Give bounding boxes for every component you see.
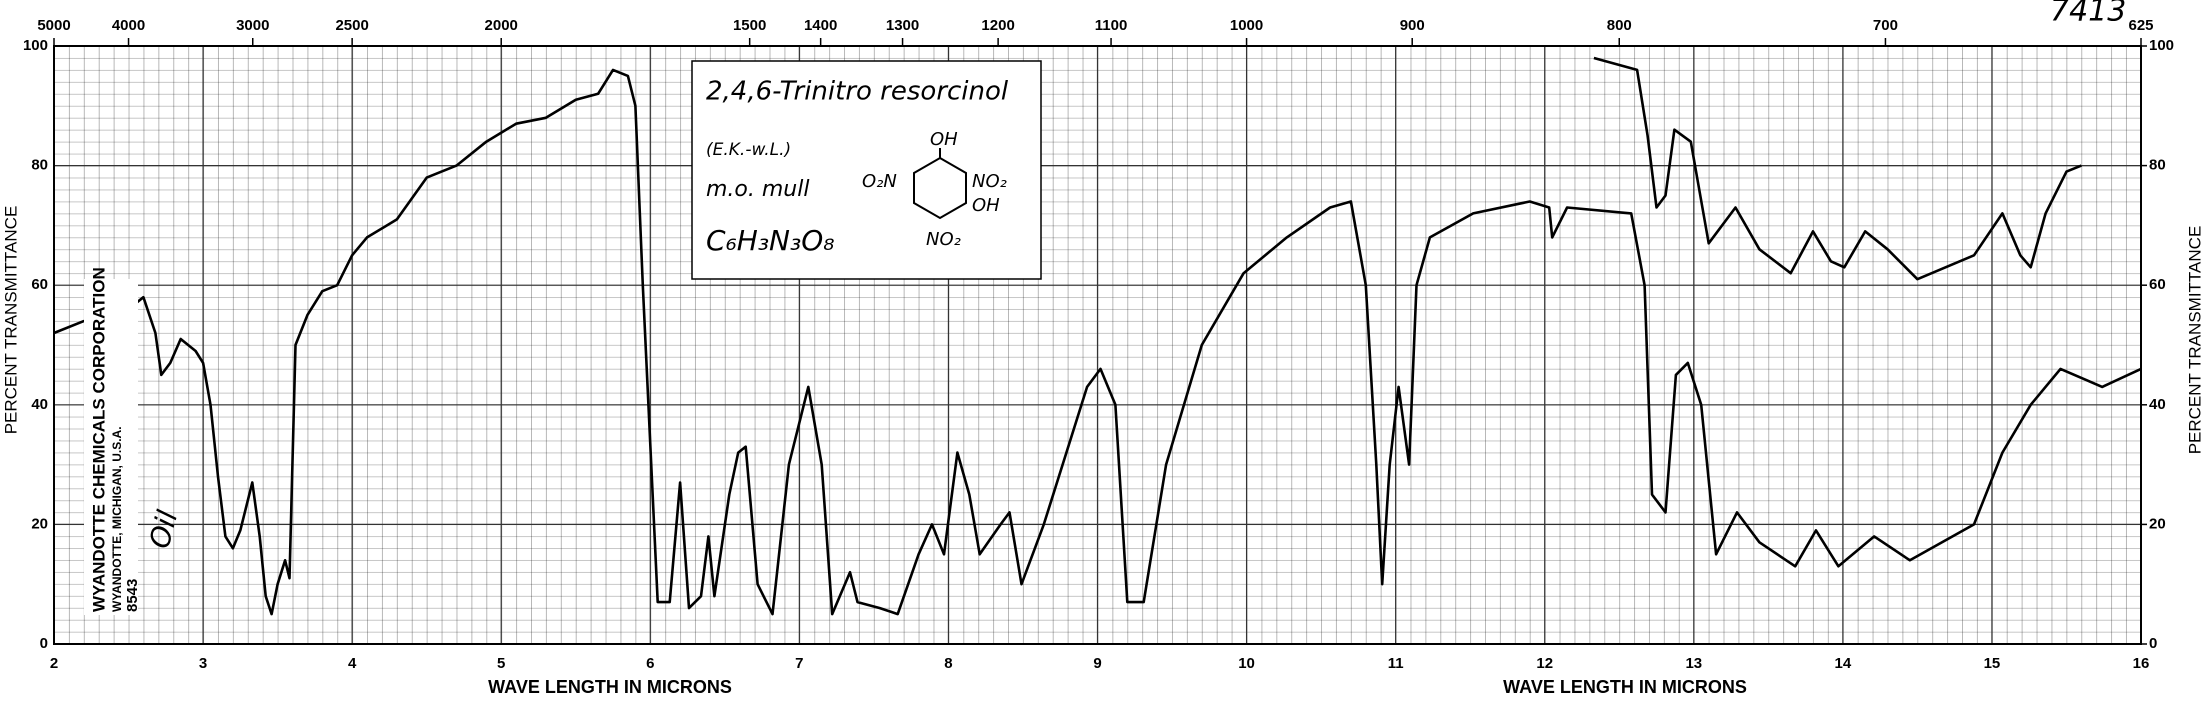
y2-tick-label: 80 [2149,157,2166,174]
substituent: O₂N [862,171,897,192]
y2-axis-label: PERCENT TRANSMITTANCE [2185,226,2204,455]
y2-tick-label: 0 [2149,635,2157,652]
y-tick-label: 40 [31,396,48,413]
substituent: OH [930,129,958,150]
x-tick-label: 16 [2133,655,2150,672]
y-tick-label: 100 [23,37,48,54]
label-box [691,60,1042,280]
x2-tick-label: 4000 [112,17,145,34]
spectrum-line [53,68,2142,616]
x-tick-label: 4 [348,655,357,672]
x-tick-label: 5 [497,655,505,672]
maker-address: WYANDOTTE, MICHIGAN, U.S.A. [110,426,124,612]
source: (E.K.-w.L.) [706,140,791,160]
x-tick-label: 13 [1685,655,1702,672]
compound-name: 2,4,6-Trinitro resorcinol [706,77,1009,107]
x-tick-label: 3 [199,655,207,672]
x2-tick-label: 3000 [236,17,269,34]
x2-tick-label: 1200 [981,17,1014,34]
chart-number: 8543 [124,579,141,612]
y-tick-label: 20 [31,515,48,532]
substituent: OH [972,195,1000,216]
y-tick-label: 80 [31,157,48,174]
x-axis-label: WAVE LENGTH IN MICRONS [1503,677,1747,697]
x2-tick-label: 1300 [886,17,919,34]
x-tick-label: 6 [646,655,654,672]
x2-tick-label: 900 [1400,17,1425,34]
x-tick-label: 9 [1093,655,1101,672]
x-tick-label: 11 [1388,655,1404,672]
spectrum-line [1593,56,2082,281]
y-axis-label: PERCENT TRANSMITTANCE [1,206,20,435]
substituent: NO₂ [926,229,961,250]
x2-tick-label: 700 [1873,17,1898,34]
x-tick-label: 2 [50,655,58,672]
x2-tick-label: 5000 [37,17,70,34]
serial: 7413 [2050,0,2126,29]
x2-tick-label: 1400 [804,17,837,34]
y2-tick-label: 40 [2149,396,2166,413]
x-tick-label: 8 [944,655,952,672]
x2-tick-label: 2500 [335,17,368,34]
x2-tick-label: 800 [1607,17,1632,34]
oil-note: Oil [143,507,185,552]
formula: C₆H₃N₃O₈ [706,224,835,257]
maker: WYANDOTTE CHEMICALS CORPORATION [89,267,108,612]
x2-tick-label: 1100 [1095,17,1128,34]
x-tick-label: 14 [1835,655,1852,672]
benzene-ring [913,156,967,220]
sample-prep: m.o. mull [706,177,809,202]
plot-frame [53,45,2142,645]
x-tick-label: 10 [1238,655,1255,672]
y2-tick-label: 100 [2149,37,2174,54]
x-tick-label: 15 [1984,655,2001,672]
x2-tick-label: 2000 [485,17,518,34]
x2-tick-label: 1000 [1230,17,1263,34]
y2-tick-label: 20 [2149,515,2166,532]
y2-tick-label: 60 [2149,276,2166,293]
x2-tick-label: 625 [2128,17,2153,34]
y-tick-label: 60 [31,276,48,293]
y-tick-label: 0 [40,635,48,652]
x-axis-label: WAVE LENGTH IN MICRONS [488,677,732,697]
x2-tick-label: 1500 [733,17,766,34]
substituent: NO₂ [972,171,1007,192]
maker-block [84,279,138,615]
x-tick-label: 7 [795,655,803,672]
x-tick-label: 12 [1536,655,1553,672]
